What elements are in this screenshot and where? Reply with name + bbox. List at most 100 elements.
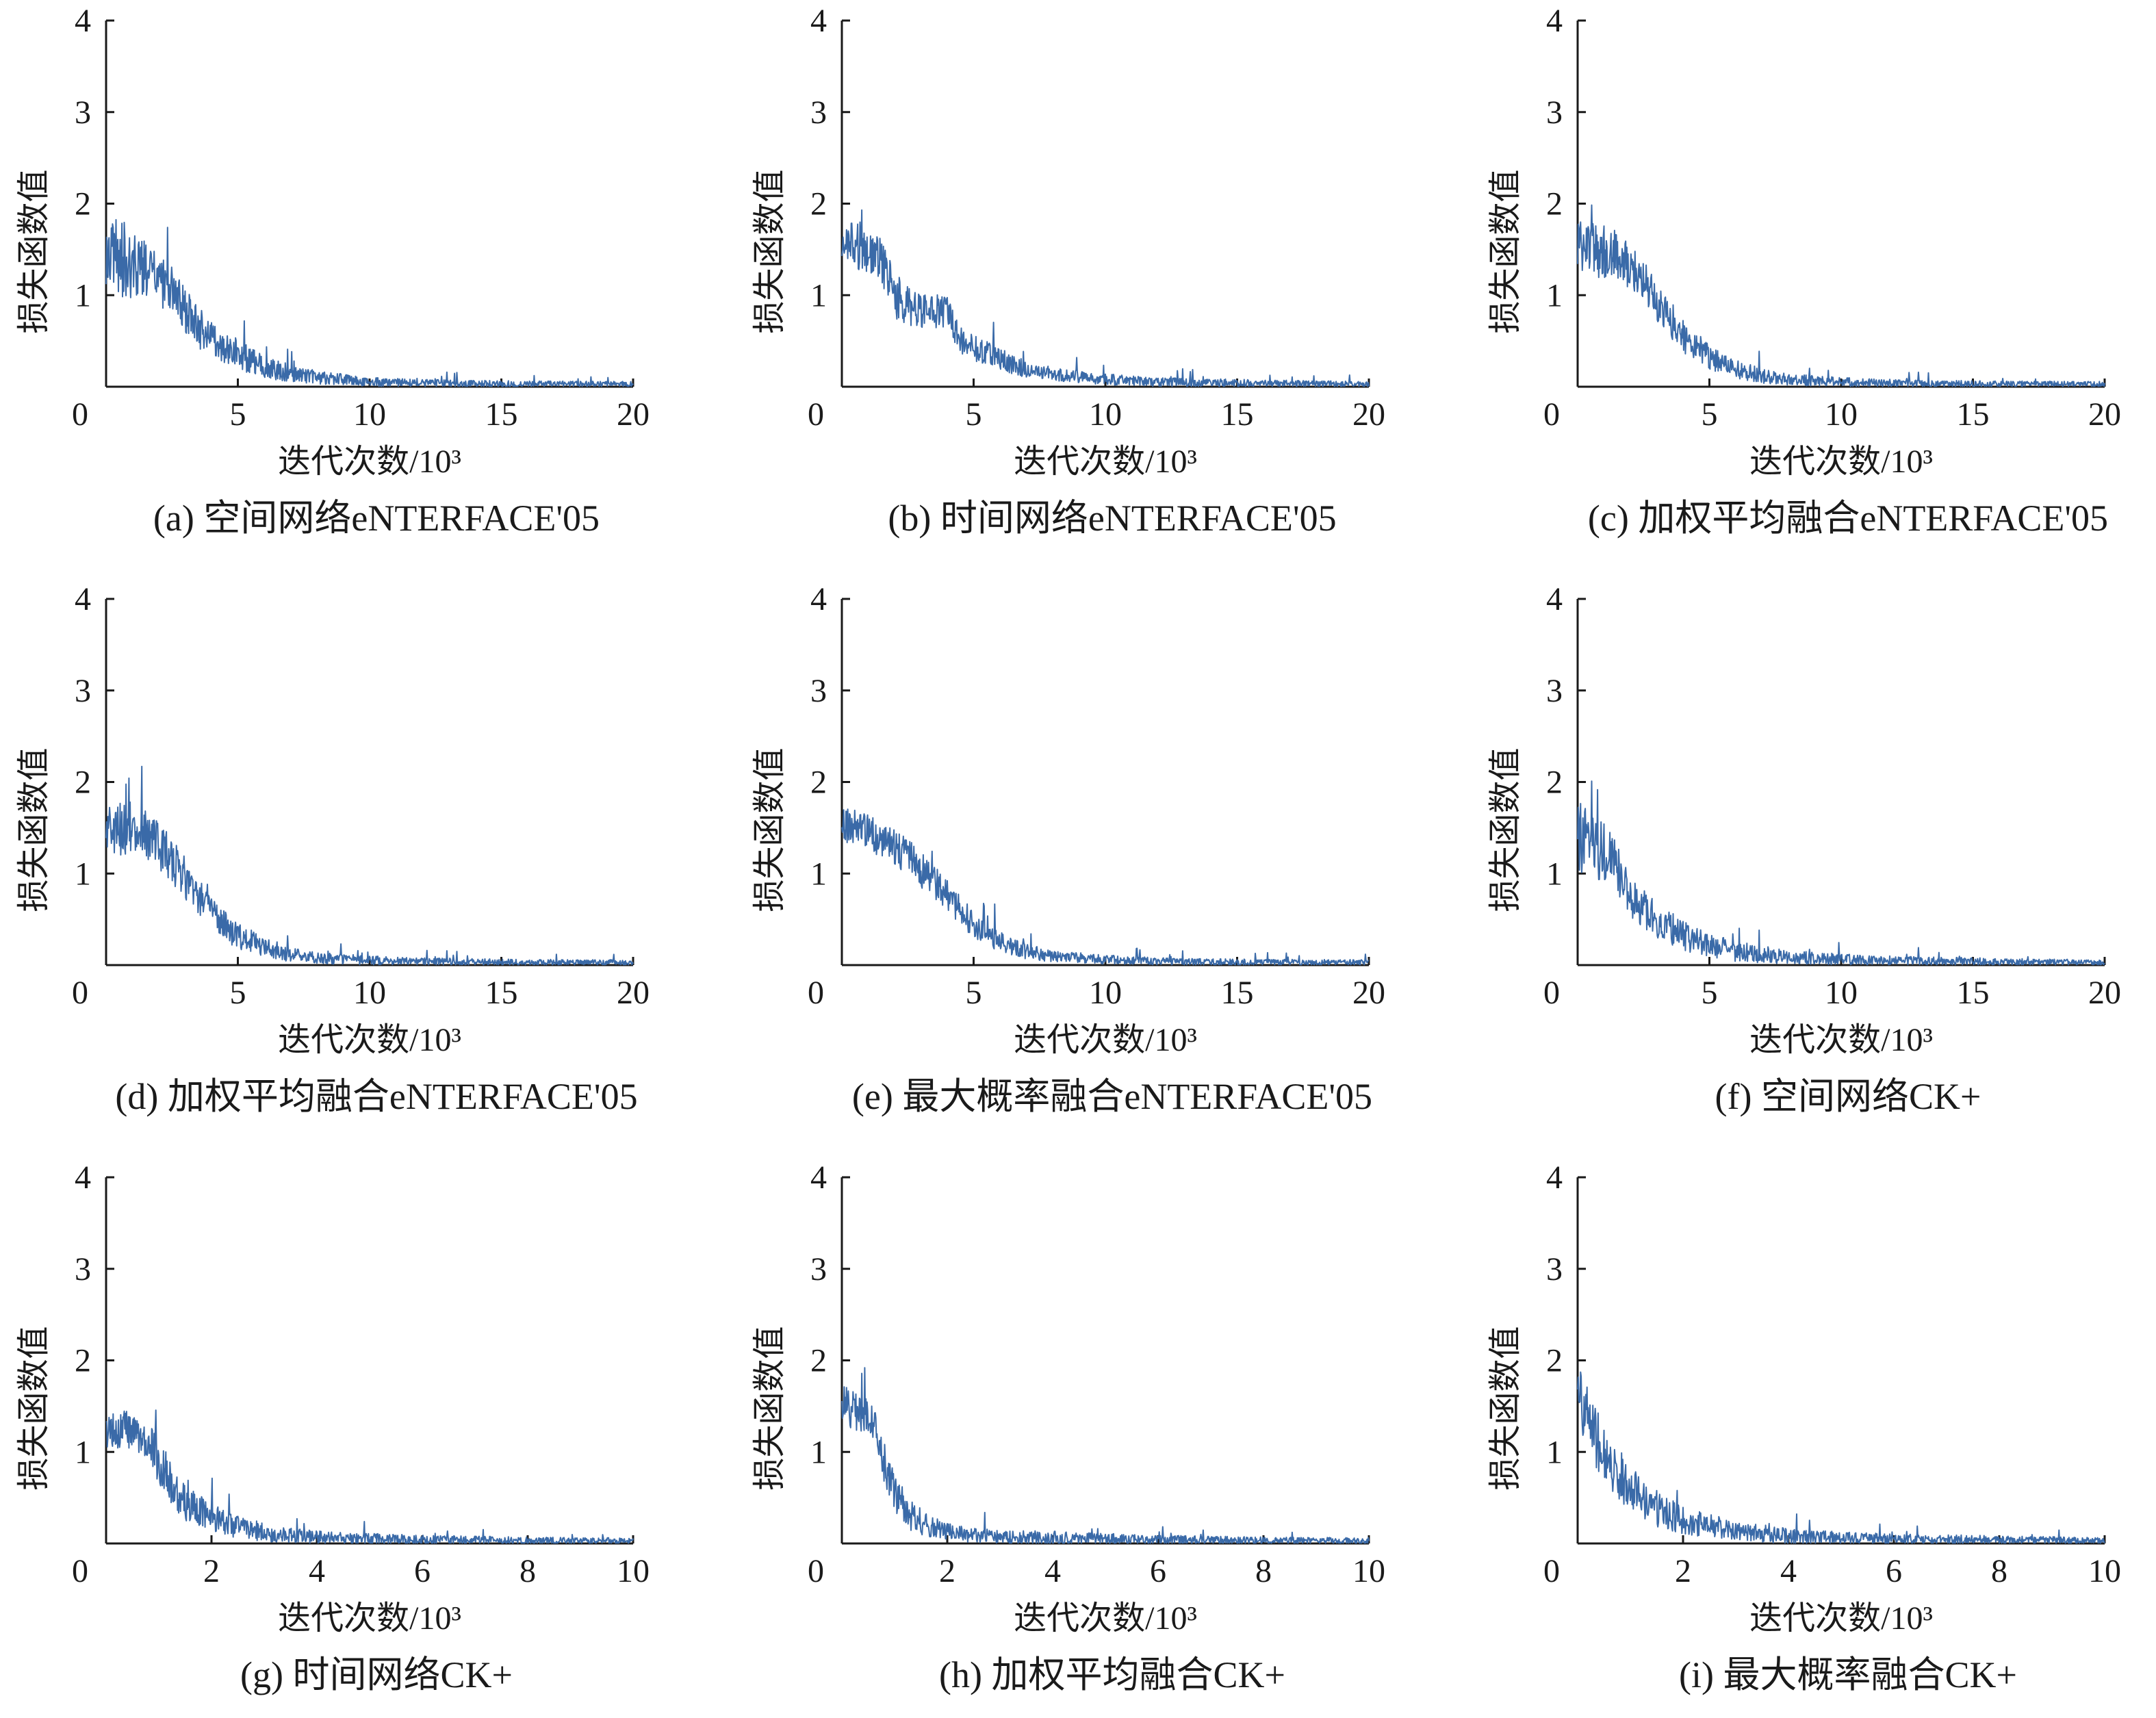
- x-tick-label: 10: [1089, 396, 1122, 433]
- x-tick-label: 5: [230, 975, 246, 1011]
- x-tick-label: 8: [1255, 1553, 1272, 1589]
- x-tick-label: 10: [2088, 1553, 2121, 1589]
- origin-label: 0: [72, 396, 88, 433]
- y-tick-label: 3: [810, 94, 827, 131]
- x-tick-label: 8: [1991, 1553, 2007, 1589]
- y-tick-label: 1: [810, 856, 827, 892]
- loss-series-line: [1577, 204, 2105, 387]
- y-tick-label: 2: [1546, 186, 1563, 222]
- y-tick-label: 4: [810, 581, 827, 617]
- y-tick-label: 4: [75, 3, 91, 39]
- y-tick-label: 1: [1546, 856, 1563, 892]
- x-tick-label: 2: [939, 1553, 955, 1589]
- y-tick-label: 4: [1546, 3, 1563, 39]
- x-tick-label: 10: [353, 396, 386, 433]
- y-tick-label: 3: [75, 94, 91, 131]
- y-tick-label: 1: [810, 277, 827, 313]
- x-tick-label: 20: [2088, 396, 2121, 433]
- loss-series-line: [105, 765, 634, 966]
- y-tick-label: 3: [1546, 94, 1563, 131]
- x-tick-label: 5: [230, 396, 246, 433]
- loss-series-line: [841, 1367, 1370, 1544]
- y-tick-label: 4: [810, 3, 827, 39]
- y-tick-label: 1: [75, 277, 91, 313]
- panel-caption: (e) 最大概率融合eNTERFACE'05: [852, 1076, 1372, 1117]
- panel-caption: (b) 时间网络eNTERFACE'05: [888, 498, 1336, 539]
- y-axis-title: 损失函数值: [1487, 169, 1524, 333]
- x-tick-label: 15: [1221, 396, 1254, 433]
- y-tick-label: 1: [810, 1434, 827, 1470]
- y-tick-label: 4: [75, 581, 91, 617]
- loss-series-line: [105, 219, 634, 387]
- x-axis-title: 迭代次数/10³: [278, 1600, 461, 1637]
- y-axis-title: 损失函数值: [752, 1326, 788, 1490]
- y-tick-label: 2: [75, 765, 91, 801]
- x-tick-label: 15: [1957, 396, 1990, 433]
- y-tick-label: 3: [810, 673, 827, 709]
- x-tick-label: 15: [1221, 975, 1254, 1011]
- y-axis-title: 损失函数值: [752, 747, 788, 912]
- x-tick-label: 4: [309, 1553, 325, 1589]
- y-tick-label: 2: [75, 1343, 91, 1379]
- y-tick-label: 4: [1546, 1159, 1563, 1196]
- y-tick-label: 2: [1546, 765, 1563, 801]
- x-axis-title: 迭代次数/10³: [278, 1022, 461, 1058]
- x-axis-title: 迭代次数/10³: [1749, 1600, 1933, 1637]
- x-tick-label: 6: [1150, 1553, 1166, 1589]
- panel-caption: (g) 时间网络CK+: [240, 1654, 513, 1695]
- x-tick-label: 2: [1675, 1553, 1691, 1589]
- y-axis-title: 损失函数值: [752, 169, 788, 333]
- x-tick-label: 5: [966, 396, 982, 433]
- origin-label: 0: [72, 975, 88, 1011]
- y-tick-label: 4: [810, 1159, 827, 1196]
- panel-caption: (a) 空间网络eNTERFACE'05: [153, 498, 600, 539]
- x-axis-title: 迭代次数/10³: [1749, 1022, 1933, 1058]
- y-tick-label: 2: [1546, 1343, 1563, 1379]
- x-axis-title: 迭代次数/10³: [278, 444, 461, 480]
- x-tick-label: 6: [414, 1553, 431, 1589]
- y-axis-title: 损失函数值: [16, 169, 52, 333]
- origin-label: 0: [1543, 975, 1560, 1011]
- x-tick-label: 10: [1352, 1553, 1385, 1589]
- y-tick-label: 3: [75, 1251, 91, 1287]
- x-tick-label: 10: [353, 975, 386, 1011]
- y-axis-title: 损失函数值: [1487, 1326, 1524, 1490]
- origin-label: 0: [72, 1553, 88, 1589]
- y-tick-label: 2: [810, 765, 827, 801]
- loss-series-line: [105, 1409, 634, 1544]
- x-tick-label: 10: [1825, 975, 1858, 1011]
- origin-label: 0: [1543, 1553, 1560, 1589]
- origin-label: 0: [1543, 396, 1560, 433]
- x-axis-title: 迭代次数/10³: [1014, 1022, 1197, 1058]
- x-tick-label: 20: [617, 396, 650, 433]
- x-tick-label: 2: [203, 1553, 220, 1589]
- y-tick-label: 2: [810, 1343, 827, 1379]
- y-tick-label: 3: [810, 1251, 827, 1287]
- loss-series-line: [1577, 780, 2105, 966]
- origin-label: 0: [808, 975, 824, 1011]
- x-tick-label: 20: [1352, 975, 1385, 1011]
- x-tick-label: 5: [1702, 396, 1718, 433]
- x-axis-title: 迭代次数/10³: [1014, 444, 1197, 480]
- x-tick-label: 4: [1044, 1553, 1061, 1589]
- y-tick-label: 1: [75, 856, 91, 892]
- x-tick-label: 6: [1886, 1553, 1902, 1589]
- x-tick-label: 15: [485, 396, 518, 433]
- y-tick-label: 4: [75, 1159, 91, 1196]
- x-tick-label: 10: [1825, 396, 1858, 433]
- y-tick-label: 4: [1546, 581, 1563, 617]
- x-axis-title: 迭代次数/10³: [1749, 444, 1933, 480]
- x-tick-label: 4: [1780, 1553, 1797, 1589]
- y-tick-label: 2: [810, 186, 827, 222]
- y-tick-label: 3: [1546, 1251, 1563, 1287]
- y-tick-label: 1: [1546, 277, 1563, 313]
- x-tick-label: 10: [1089, 975, 1122, 1011]
